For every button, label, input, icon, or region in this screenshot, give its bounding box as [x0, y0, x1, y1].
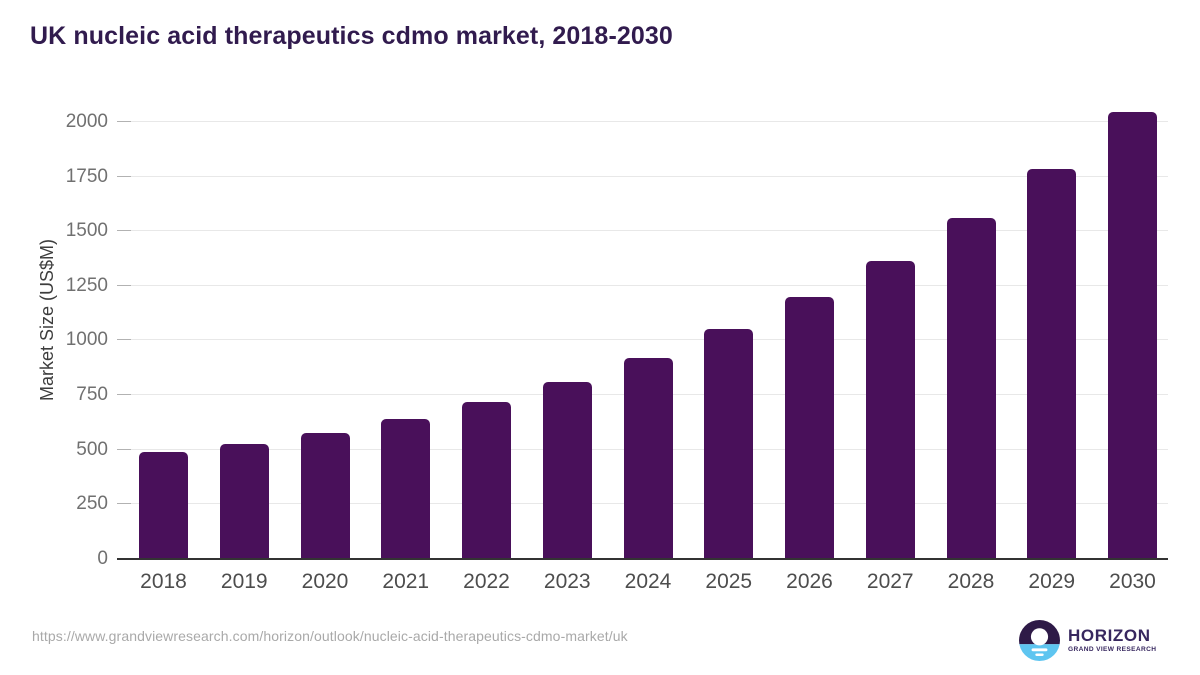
y-tick-2000 [117, 120, 131, 122]
logo-text-block: HORIZON GRAND VIEW RESEARCH [1068, 627, 1156, 654]
x-axis-labels: 2018 2019 2020 2021 2022 2023 2024 2025 2026 2027… [122, 566, 1168, 598]
logo-subtitle: GRAND VIEW RESEARCH [1068, 646, 1157, 654]
bar-2020 [300, 433, 350, 559]
x-tick-label-2026: 2026 [786, 570, 833, 593]
bar-2019 [219, 444, 269, 559]
x-tick-label-2019: 2019 [220, 570, 268, 593]
y-tick-label-250: 250 [76, 493, 108, 515]
x-tick-label-2021: 2021 [382, 570, 430, 593]
bar-2030 [1108, 112, 1157, 559]
bar-2025 [704, 329, 754, 559]
source-url: https://www.grandviewresearch.com/horizo… [32, 628, 628, 644]
y-tick-label-0: 0 [97, 548, 108, 569]
gridline-2000 [122, 120, 1168, 122]
y-tick-500 [117, 448, 131, 450]
x-tick-label-2022: 2022 [463, 570, 510, 593]
y-axis-labels: 0 250 500 750 1000 1250 1500 1750 2000 [0, 100, 108, 569]
gridline-1500 [122, 230, 1168, 232]
x-tick-label-2020: 2020 [301, 570, 349, 593]
x-tick-label-2027: 2027 [866, 570, 914, 593]
y-tick-label-1500: 1500 [65, 220, 108, 242]
chart-title: UK nucleic acid therapeutics cdmo market… [30, 22, 673, 50]
gridline-1750 [122, 175, 1168, 177]
gridline-1250 [122, 284, 1168, 286]
x-axis-line [117, 558, 1168, 560]
gridline-1000 [122, 339, 1168, 341]
plot-area [117, 100, 1168, 560]
bar-2022 [462, 402, 511, 559]
y-tick-1000 [117, 339, 131, 341]
y-tick-label-1000: 1000 [65, 329, 108, 351]
y-tick-1500 [117, 230, 131, 232]
horizon-logo: HORIZON GRAND VIEW RESEARCH [1019, 620, 1156, 661]
bar-2018 [139, 452, 188, 559]
bar-2028 [946, 218, 996, 559]
bar-2027 [865, 261, 915, 559]
y-tick-label-500: 500 [76, 438, 108, 460]
x-tick-label-2024: 2024 [624, 570, 672, 593]
horizon-logo-icon [1019, 620, 1060, 661]
x-tick-label-2029: 2029 [1028, 570, 1076, 593]
x-tick-label-2018: 2018 [140, 570, 187, 593]
bar-2029 [1027, 169, 1077, 559]
bar-2026 [785, 297, 834, 559]
y-tick-label-2000: 2000 [65, 110, 108, 132]
y-tick-250 [117, 503, 131, 505]
x-tick-label-2023: 2023 [543, 570, 591, 593]
y-tick-1750 [117, 175, 131, 177]
x-tick-label-2030: 2030 [1109, 570, 1156, 593]
y-tick-label-750: 750 [76, 384, 108, 406]
x-tick-label-2028: 2028 [947, 570, 995, 593]
y-tick-750 [117, 394, 131, 396]
bar-2021 [381, 419, 431, 559]
x-tick-label-2025: 2025 [705, 570, 753, 593]
y-tick-1250 [117, 284, 131, 286]
logo-wordmark: HORIZON [1068, 626, 1151, 646]
bar-2023 [542, 382, 592, 559]
y-tick-label-1750: 1750 [65, 165, 108, 187]
bar-2024 [623, 358, 673, 559]
y-tick-label-1250: 1250 [65, 274, 108, 296]
